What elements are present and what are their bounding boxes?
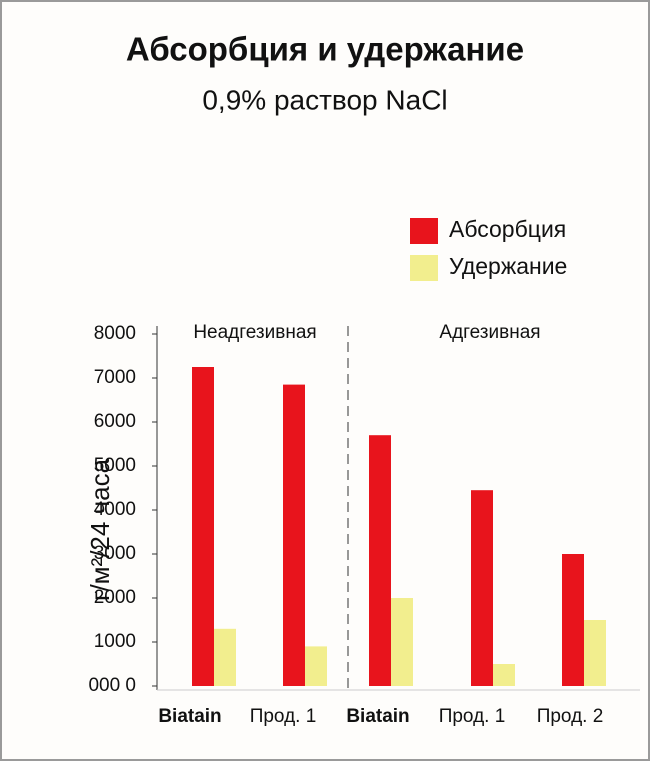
y-tick-label: 4000 (94, 499, 136, 520)
x-tick-label: Biatain (346, 706, 409, 727)
y-tick-label: 000 0 (88, 675, 136, 696)
y-tick-label: 7000 (94, 367, 136, 388)
x-tick-label: Прод. 2 (537, 706, 604, 727)
y-tick-label: 3000 (94, 543, 136, 564)
bar (493, 664, 515, 686)
y-tick-label: 5000 (94, 455, 136, 476)
group-label: Адгезивная (439, 322, 540, 343)
legend-label: Удержание (449, 253, 567, 279)
bar (369, 435, 391, 686)
x-tick-label: Прод. 1 (439, 706, 506, 727)
bar (192, 367, 214, 686)
y-tick-label: 1000 (94, 631, 136, 652)
chart-title: Абсорбция и удержание (126, 31, 524, 68)
legend-label: Абсорбция (449, 216, 566, 242)
y-tick-label: 2000 (94, 587, 136, 608)
bar (305, 646, 327, 686)
chart-subtitle: 0,9% раствор NaCl (202, 84, 447, 115)
x-tick-label: Прод. 1 (250, 706, 317, 727)
bar (391, 598, 413, 686)
legend-swatch (410, 255, 438, 281)
legend-swatch (410, 218, 438, 244)
y-tick-label: 8000 (94, 323, 136, 344)
bar (471, 490, 493, 686)
y-axis-label: г/м²/24 часа (85, 458, 115, 601)
x-tick-label: Biatain (158, 706, 221, 727)
y-tick-label: 6000 (94, 411, 136, 432)
bar (562, 554, 584, 686)
bar (214, 628, 236, 686)
bar (584, 620, 606, 686)
bar (283, 384, 305, 686)
group-label: Неадгезивная (193, 322, 316, 343)
